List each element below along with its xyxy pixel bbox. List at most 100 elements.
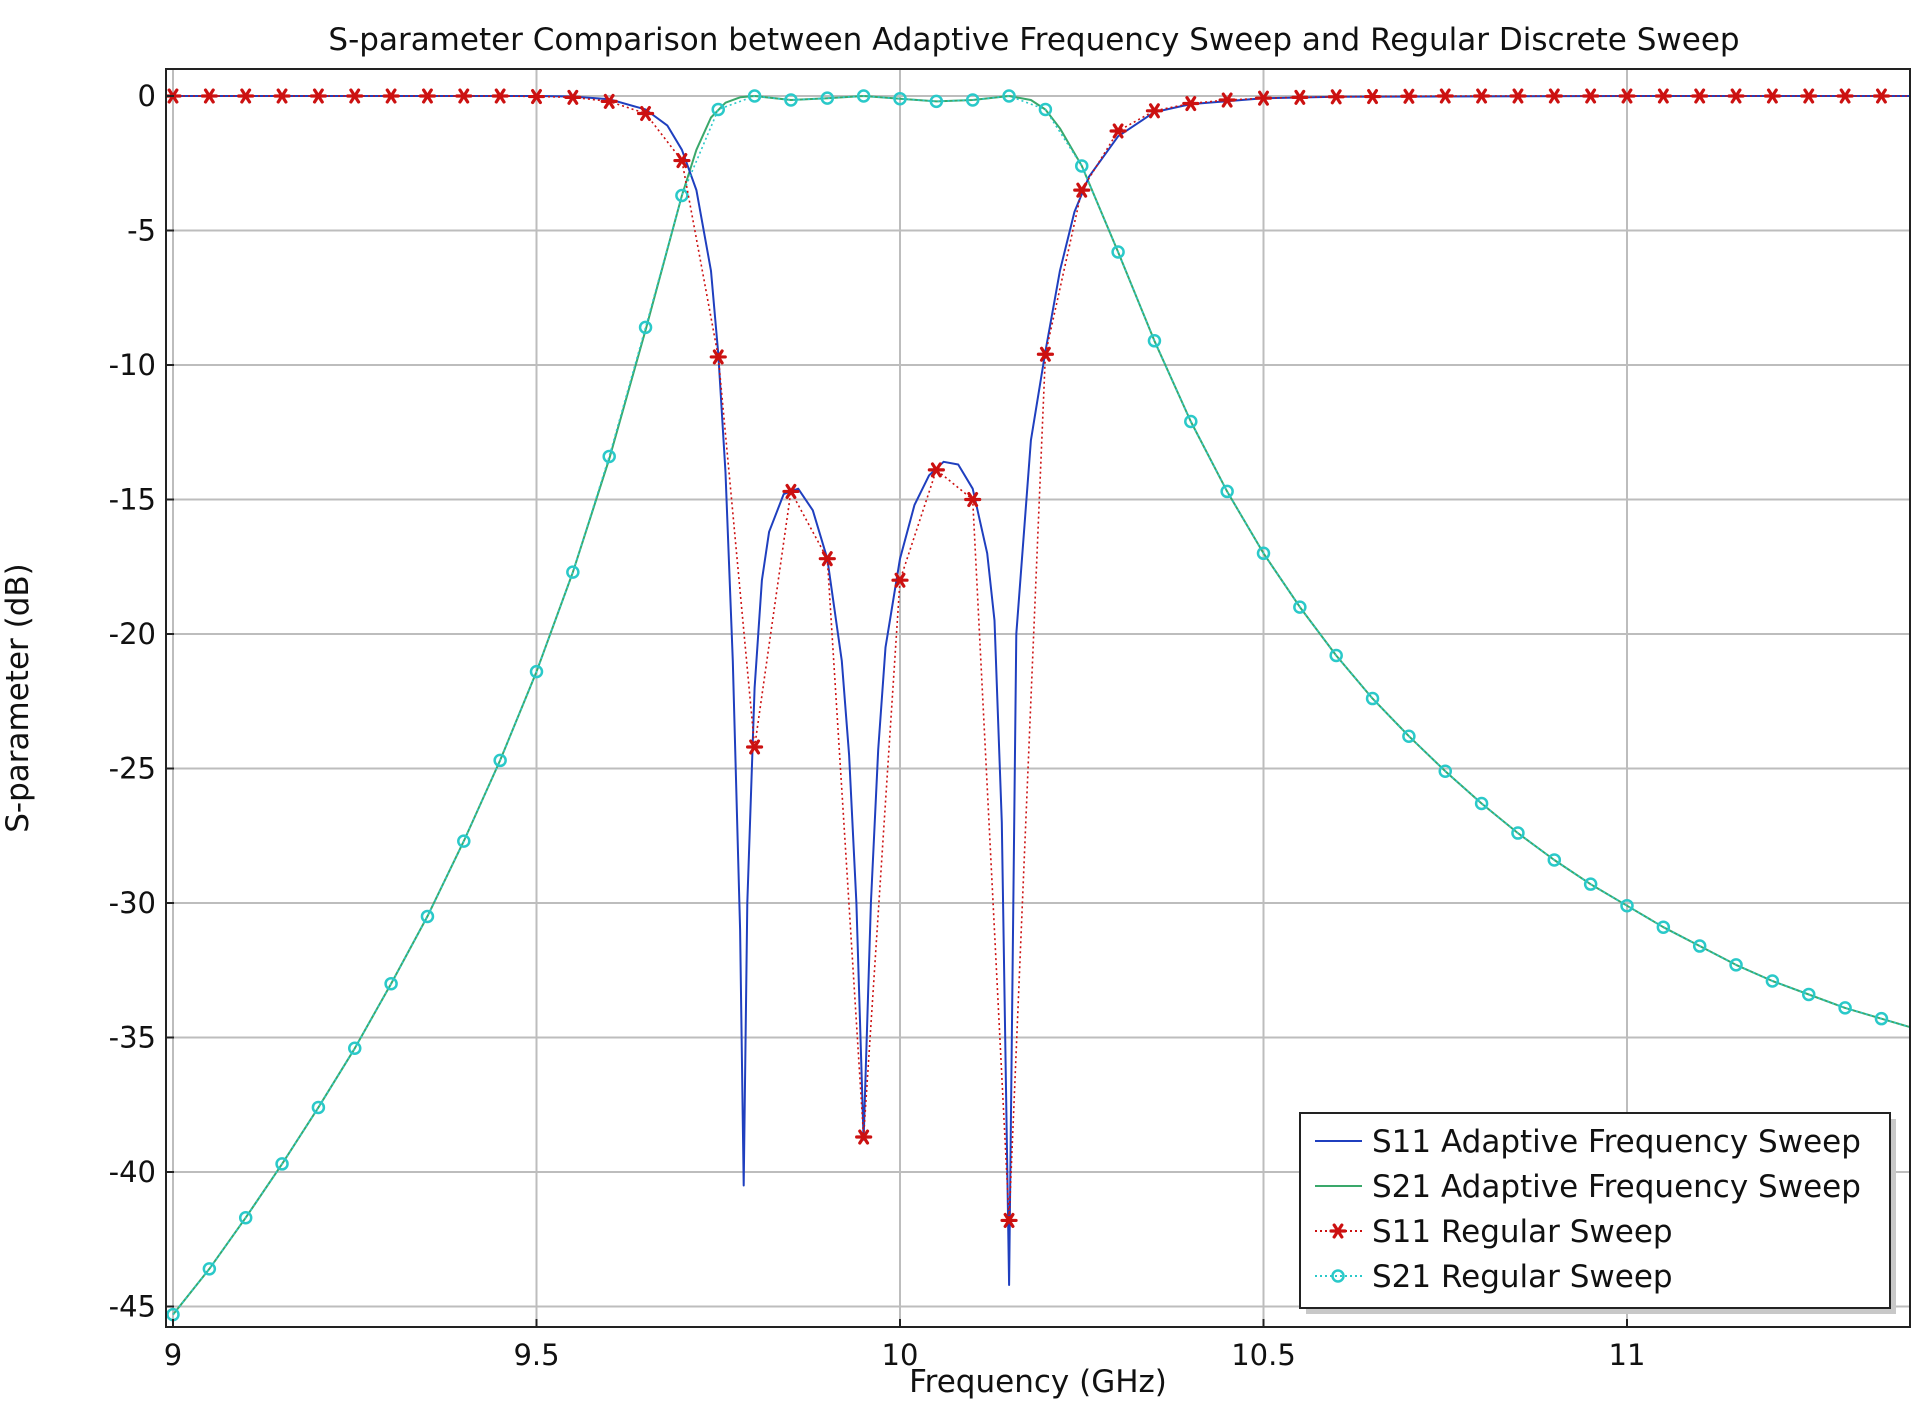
data-point — [1363, 88, 1382, 105]
data-point — [384, 976, 398, 991]
marker-stroke — [1332, 1223, 1344, 1239]
data-point — [1327, 89, 1345, 105]
data-point — [238, 1210, 253, 1225]
data-point — [1438, 764, 1452, 778]
data-point — [420, 909, 435, 924]
marker-stroke — [567, 89, 579, 105]
data-point — [636, 105, 655, 122]
data-point — [965, 93, 980, 107]
data-point — [1618, 88, 1636, 104]
data-point — [1329, 648, 1343, 663]
data-point — [1293, 600, 1307, 614]
data-point — [527, 88, 546, 105]
data-point — [275, 1157, 289, 1171]
data-point — [493, 753, 507, 768]
data-point — [1727, 88, 1745, 104]
data-point — [1147, 334, 1162, 348]
data-point — [1909, 90, 1920, 102]
data-point — [1472, 88, 1491, 104]
data-point — [1583, 877, 1598, 891]
marker-stroke — [1730, 88, 1742, 104]
marker-stroke — [312, 88, 324, 104]
marker-stroke — [203, 88, 215, 104]
marker-stroke — [749, 739, 761, 755]
data-point — [1036, 346, 1055, 362]
marker-stroke — [1367, 88, 1379, 105]
marker-stroke — [1548, 88, 1560, 104]
data-point — [1656, 920, 1671, 934]
chart-title: S-parameter Comparison between Adaptive … — [328, 22, 1739, 58]
marker-stroke — [640, 105, 652, 122]
data-point — [638, 320, 653, 335]
y-tick-label: 0 — [138, 79, 156, 113]
series-line — [173, 95, 1910, 1222]
data-point — [1291, 89, 1309, 105]
data-point — [237, 88, 255, 104]
marker-stroke — [1657, 88, 1669, 104]
data-point — [202, 1262, 217, 1276]
marker-stroke — [1112, 123, 1124, 139]
data-point — [1402, 729, 1416, 743]
data-point — [1436, 88, 1454, 104]
data-point — [1256, 546, 1271, 561]
y-tick-label: -5 — [127, 214, 156, 248]
legend-marker — [1329, 1223, 1347, 1239]
data-point — [1691, 88, 1709, 104]
data-point — [1184, 414, 1198, 429]
series-line — [173, 95, 1910, 1286]
y-tick-label: -20 — [109, 617, 156, 651]
data-point — [929, 94, 944, 109]
data-point — [600, 93, 618, 109]
data-point — [1182, 95, 1200, 112]
marker-stroke — [494, 88, 506, 104]
marker-stroke — [276, 88, 288, 104]
data-point — [891, 572, 909, 588]
data-point — [675, 188, 689, 203]
plot-frame — [165, 68, 1911, 1328]
marker-stroke — [531, 88, 542, 105]
legend-item: S11 Adaptive Frequency Sweep — [1315, 1124, 1861, 1160]
marker-stroke — [1839, 88, 1851, 104]
data-point — [818, 551, 836, 567]
data-point — [964, 491, 982, 508]
data-point — [1872, 88, 1891, 104]
marker-stroke — [785, 483, 797, 499]
data-point — [1218, 92, 1236, 108]
data-point — [1582, 88, 1600, 104]
series-line — [172, 95, 1910, 1316]
data-point — [1145, 103, 1164, 119]
data-point — [309, 88, 327, 104]
y-tick-label: -25 — [109, 752, 156, 786]
marker-stroke — [1621, 88, 1633, 104]
marker-stroke — [1221, 92, 1233, 108]
data-point — [529, 664, 544, 679]
data-point — [1547, 853, 1562, 867]
data-point — [566, 565, 580, 579]
legend: S11 Adaptive Frequency Sweep S21 Adaptive… — [1299, 1112, 1896, 1314]
marker-stroke — [603, 93, 615, 109]
legend-label: S11 Adaptive Frequency Sweep — [1372, 1124, 1861, 1160]
marker-stroke — [1914, 90, 1920, 102]
legend-label: S11 Regular Sweep — [1372, 1214, 1673, 1250]
data-point — [1220, 484, 1234, 499]
x-tick-label: 9 — [164, 1338, 182, 1372]
data-point — [457, 834, 471, 848]
marker-stroke — [1512, 88, 1524, 104]
data-point — [1802, 987, 1816, 1002]
marker-stroke — [458, 88, 470, 104]
marker-stroke — [1439, 88, 1451, 104]
y-tick-label: -45 — [109, 1290, 156, 1324]
marker-stroke — [930, 462, 942, 478]
data-point — [602, 449, 616, 464]
data-point — [1729, 958, 1743, 972]
data-point — [893, 91, 907, 106]
data-point — [1912, 1024, 1920, 1035]
marker-stroke — [858, 1129, 870, 1145]
data-point — [745, 739, 764, 755]
data-point — [1874, 1011, 1889, 1026]
x-tick-label: 10 — [882, 1338, 919, 1372]
data-point — [855, 1129, 873, 1145]
data-point — [311, 1100, 326, 1115]
marker-stroke — [1914, 90, 1920, 102]
